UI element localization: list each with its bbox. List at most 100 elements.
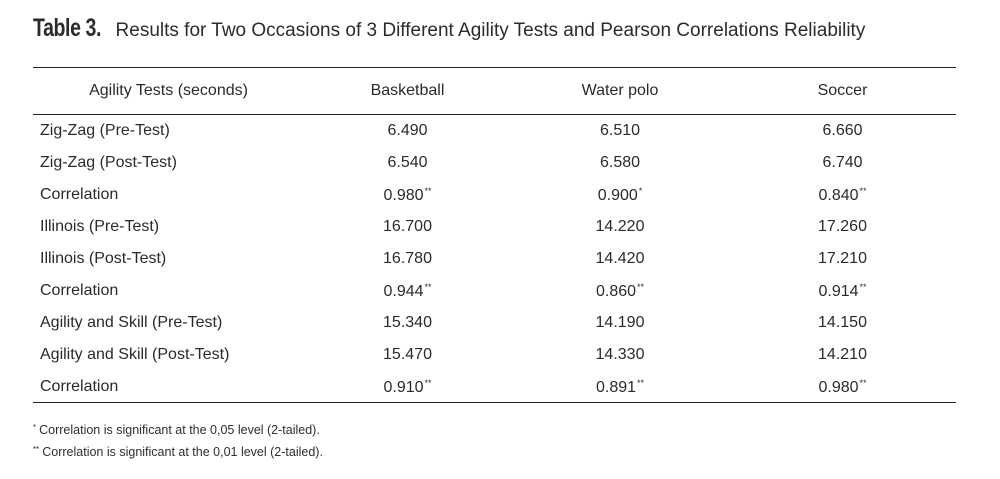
table-title: Results for Two Occasions of 3 Different… <box>110 20 866 41</box>
table-cell: 6.580 <box>511 147 729 179</box>
significance-mark: ** <box>637 377 645 388</box>
table-cell: 0.891** <box>511 371 729 403</box>
table-cell: 0.914** <box>729 275 956 307</box>
cell-value: 0.900 <box>597 186 638 204</box>
table-row: Zig-Zag (Post-Test) 6.540 6.580 6.740 <box>33 147 956 179</box>
column-header-water-polo: Water polo <box>581 82 659 99</box>
significance-mark: ** <box>637 281 645 292</box>
cell-value: 17.210 <box>818 250 867 267</box>
header-row: Agility Tests (seconds) Basketball Water… <box>33 68 956 114</box>
cell-value: 6.580 <box>599 154 641 171</box>
table-cell: 17.260 <box>729 211 956 243</box>
significance-mark: ** <box>424 377 432 388</box>
row-label: Correlation <box>40 378 119 395</box>
cell-value: 0.891 <box>595 378 637 396</box>
table-cell: 14.330 <box>511 339 729 371</box>
table-cell: 6.540 <box>304 147 511 179</box>
table-cell: 14.420 <box>511 243 729 275</box>
footnote-text: Correlation is significant at the 0,01 l… <box>42 445 323 459</box>
table-cell: 14.220 <box>511 211 729 243</box>
table-cell: 14.150 <box>729 307 956 339</box>
cell-value: 0.944 <box>383 282 424 300</box>
significance-mark: ** <box>859 185 867 196</box>
footnote-text: Correlation is significant at the 0,05 l… <box>39 423 320 437</box>
footnote-005: * Correlation is significant at the 0,05 … <box>33 418 323 440</box>
cell-value: 6.490 <box>387 121 428 139</box>
footnote-001: ** Correlation is significant at the 0,01… <box>33 440 323 462</box>
table-cell: 16.780 <box>304 243 511 275</box>
cell-value: 17.260 <box>818 218 867 235</box>
table-cell: 0.910** <box>304 371 511 403</box>
cell-value: 15.470 <box>383 346 432 363</box>
table-cell: 0.860** <box>511 275 729 307</box>
header-rule <box>33 114 956 115</box>
table-cell: 6.660 <box>729 114 956 147</box>
bottom-rule <box>33 402 956 403</box>
column-header-soccer: Soccer <box>817 82 868 99</box>
table-cell: 14.210 <box>729 339 956 371</box>
row-label: Agility and Skill (Pre-Test) <box>40 314 223 331</box>
significance-mark: ** <box>424 281 432 292</box>
row-label: Agility and Skill (Post-Test) <box>40 346 230 363</box>
row-label: Correlation <box>40 186 119 203</box>
table-cell: 0.840** <box>729 179 956 211</box>
table-cell: 6.490 <box>304 114 511 147</box>
row-label: Illinois (Pre-Test) <box>40 218 160 235</box>
table-cell: 0.980** <box>729 371 956 403</box>
table-row: Illinois (Post-Test) 16.780 14.420 17.210 <box>33 243 956 275</box>
row-label: Correlation <box>40 282 119 299</box>
results-table: Agility Tests (seconds) Basketball Water… <box>33 68 956 403</box>
column-header-basketball: Basketball <box>370 82 445 99</box>
cell-value: 0.840 <box>818 186 859 204</box>
table-cell: 6.510 <box>511 114 729 147</box>
table-row: Zig-Zag (Pre-Test) 6.490 6.510 6.660 <box>33 114 956 147</box>
table-cell: 15.470 <box>304 339 511 371</box>
cell-value: 0.910 <box>383 378 424 396</box>
table-cell: 6.740 <box>729 147 956 179</box>
table-row: Correlation 0.910** 0.891** 0.980** <box>33 371 956 403</box>
cell-value: 6.660 <box>822 121 863 139</box>
cell-value: 16.780 <box>383 250 432 267</box>
cell-value: 0.980 <box>818 378 859 396</box>
significance-mark: * <box>638 185 643 196</box>
cell-value: 0.980 <box>383 186 424 204</box>
table-number: Table 3. <box>33 14 102 42</box>
table-cell: 0.980** <box>304 179 511 211</box>
cell-value: 0.914 <box>818 282 859 300</box>
cell-value: 0.860 <box>595 282 637 300</box>
table-row: Agility and Skill (Post-Test) 15.470 14.33… <box>33 339 956 371</box>
table-cell: 0.900* <box>511 179 729 211</box>
cell-value: 14.150 <box>818 314 867 331</box>
table-row: Correlation 0.944** 0.860** 0.914** <box>33 275 956 307</box>
footnote-mark: * <box>33 423 37 432</box>
cell-value: 16.700 <box>383 218 432 235</box>
cell-value: 14.190 <box>595 314 645 331</box>
column-header-tests: Agility Tests (seconds) <box>89 82 248 99</box>
footnotes: * Correlation is significant at the 0,05 … <box>33 418 323 462</box>
table-caption: Table 3. Results for Two Occasions of 3 … <box>33 14 865 43</box>
significance-mark: ** <box>859 281 867 292</box>
cell-value: 14.210 <box>818 346 867 363</box>
cell-value: 6.740 <box>822 154 863 171</box>
table-row: Illinois (Pre-Test) 16.700 14.220 17.260 <box>33 211 956 243</box>
significance-mark: ** <box>424 185 432 196</box>
table-row: Correlation 0.980** 0.900* 0.840** <box>33 179 956 211</box>
significance-mark: ** <box>859 377 867 388</box>
table-cell: 16.700 <box>304 211 511 243</box>
table-row: Agility and Skill (Pre-Test) 15.340 14.190… <box>33 307 956 339</box>
table-cell: 15.340 <box>304 307 511 339</box>
table-cell: 14.190 <box>511 307 729 339</box>
row-label: Zig-Zag (Pre-Test) <box>40 121 170 139</box>
table-cell: 0.944** <box>304 275 511 307</box>
table-cell: 17.210 <box>729 243 956 275</box>
row-label: Illinois (Post-Test) <box>40 250 167 267</box>
cell-value: 6.510 <box>599 121 641 139</box>
cell-value: 14.420 <box>595 250 645 267</box>
cell-value: 6.540 <box>387 154 428 171</box>
cell-value: 14.330 <box>595 346 645 363</box>
cell-value: 15.340 <box>383 314 432 331</box>
cell-value: 14.220 <box>595 218 645 235</box>
row-label: Zig-Zag (Post-Test) <box>40 154 177 171</box>
top-rule <box>33 67 956 68</box>
footnote-mark: ** <box>33 445 40 454</box>
